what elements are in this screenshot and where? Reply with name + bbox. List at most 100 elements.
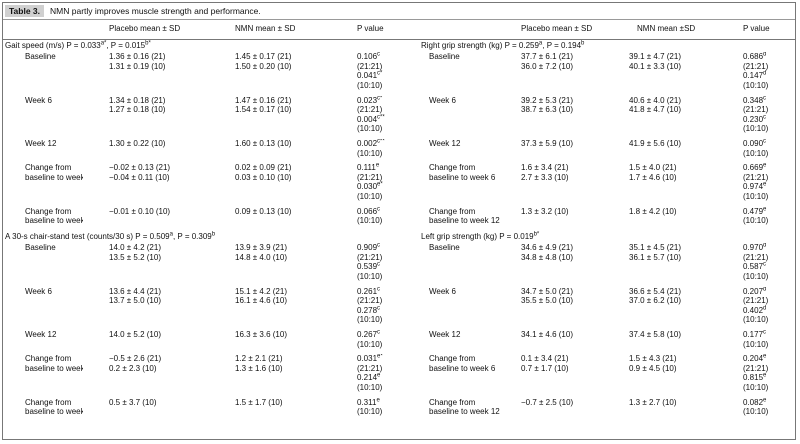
p-value: (10:10) — [357, 339, 383, 349]
nmn-value: 1.50 ± 0.20 (10) — [235, 61, 292, 71]
placebo-value: 37.3 ± 5.9 (10) — [521, 138, 573, 148]
p-value: 0.230 — [743, 114, 764, 124]
placebo-value: 0.5 ± 3.7 (10) — [109, 397, 157, 407]
p-line: 0.815e — [743, 373, 793, 383]
p-value: (10:10) — [357, 216, 383, 226]
nmn-cell: 39.1 ± 4.7 (21) 40.1 ± 3.3 (10) — [627, 52, 741, 95]
p-line: 0.002c** — [357, 139, 417, 149]
p-line: 0.348c — [743, 96, 793, 106]
nmn-value: 0.9 ± 4.5 (10) — [629, 363, 677, 373]
nmn-cell: 1.2 ± 2.1 (21) 1.3 ± 1.6 (10) — [233, 354, 355, 397]
nmn-value: 1.54 ± 0.17 (10) — [235, 105, 292, 115]
placebo-value: 13.6 ± 4.4 (21) — [109, 286, 161, 296]
label-line: baseline to week 6 — [429, 363, 496, 373]
label-line: Week 12 — [429, 330, 461, 340]
p-value: 0.686 — [743, 52, 764, 62]
p-value: 0.267 — [357, 330, 378, 340]
placebo-cell: 0.5 ± 3.7 (10) — [83, 398, 233, 422]
superscript: a — [538, 39, 543, 46]
nmn-cell: 0.02 ± 0.09 (21) 0.03 ± 0.10 (10) — [233, 163, 355, 206]
p-superscript: d — [763, 286, 767, 292]
label-line: Baseline — [25, 52, 56, 62]
p-value: 0.082 — [743, 397, 764, 407]
header-cell — [3, 20, 83, 40]
p-value-cell: 0.909c (21:21) 0.539c (10:10) — [355, 243, 419, 286]
section-heading: Right grip strength (kg) P = 0.259a, P =… — [419, 39, 795, 52]
p-line: 0.230c — [743, 114, 793, 125]
p-line: 0.031e* — [357, 354, 417, 364]
nmn-value: 1.60 ± 0.13 (10) — [235, 138, 292, 148]
header-cell — [419, 20, 519, 40]
p-line: 0.066c — [357, 207, 417, 217]
p-line: 0.004c** — [357, 114, 417, 125]
nmn-value: 16.1 ± 4.6 (10) — [235, 296, 287, 306]
p-value: (21:21) — [357, 172, 383, 182]
nmn-value: 39.1 ± 4.7 (21) — [629, 52, 681, 62]
nmn-value: 16.3 ± 3.6 (10) — [235, 330, 287, 340]
nmn-cell: 1.60 ± 0.13 (10) — [233, 139, 355, 163]
nmn-value: 1.5 ± 4.0 (21) — [629, 163, 677, 173]
p-line: (10:10) — [743, 407, 793, 417]
p-value-cell: 0.970d (21:21) 0.587c (10:10) — [741, 243, 795, 286]
nmn-cell: 15.1 ± 4.2 (21) 16.1 ± 4.6 (10) — [233, 287, 355, 330]
placebo-value: 2.7 ± 3.3 (10) — [521, 172, 569, 182]
placebo-cell: 37.3 ± 5.9 (10) — [519, 139, 627, 163]
p-superscript: c** — [377, 114, 385, 121]
p-superscript: e — [376, 397, 380, 403]
section-heading: Gait speed (m/s) P = 0.033a*, P = 0.015b… — [3, 39, 419, 52]
p-superscript: e — [763, 372, 767, 379]
placebo-cell: −0.7 ± 2.5 (10) — [519, 398, 627, 422]
nmn-cell: 1.5 ± 4.0 (21) 1.7 ± 4.6 (10) — [627, 163, 741, 206]
nmn-cell: 1.45 ± 0.17 (21) 1.50 ± 0.20 (10) — [233, 52, 355, 95]
p-line: 0.267c — [357, 330, 417, 340]
placebo-cell: −0.5 ± 2.6 (21) 0.2 ± 2.3 (10) — [83, 354, 233, 397]
p-value-cell: 0.207d (21:21) 0.402d (10:10) — [741, 287, 795, 330]
p-value: (10:10) — [743, 272, 769, 282]
placebo-cell: 1.36 ± 0.16 (21) 1.31 ± 0.19 (10) — [83, 52, 233, 95]
heading-text: A 30-s chair-stand test (counts/30 s) P … — [5, 231, 170, 241]
p-superscript: e — [763, 181, 767, 188]
nmn-value: 41.8 ± 4.7 (10) — [629, 105, 681, 115]
placebo-cell: 14.0 ± 5.2 (10) — [83, 330, 233, 354]
placebo-value: 1.36 ± 0.16 (21) — [109, 52, 166, 62]
placebo-cell: 1.3 ± 3.2 (10) — [519, 207, 627, 231]
p-line: 0.023c* — [357, 96, 417, 106]
p-value: (21:21) — [357, 296, 383, 306]
placebo-value: 0.7 ± 1.7 (10) — [521, 363, 569, 373]
p-value: 0.970 — [743, 243, 764, 253]
placebo-value: 1.27 ± 0.18 (10) — [109, 105, 166, 115]
p-line: (21:21) — [357, 173, 417, 183]
p-line: 0.030e* — [357, 182, 417, 192]
p-superscript: c — [763, 95, 767, 101]
placebo-value: 1.34 ± 0.18 (21) — [109, 95, 166, 105]
nmn-value: 36.6 ± 5.4 (21) — [629, 286, 681, 296]
p-value-cell: 0.267c (10:10) — [355, 330, 419, 354]
p-value: 0.023 — [357, 95, 378, 105]
p-value: 0.004 — [357, 114, 378, 124]
p-line: (21:21) — [357, 296, 417, 306]
placebo-value: 34.1 ± 4.6 (10) — [521, 330, 573, 340]
placebo-cell: 1.34 ± 0.18 (21) 1.27 ± 0.18 (10) — [83, 96, 233, 139]
placebo-value: 1.31 ± 0.19 (10) — [109, 61, 166, 71]
label-line: baseline to week 12 — [429, 407, 500, 417]
p-value-cell: 0.311e (10:10) — [355, 398, 419, 422]
label-line: baseline to week 12 — [25, 216, 83, 226]
p-value-cell: 0.177c (10:10) — [741, 330, 795, 354]
p-value-cell: 0.261c (21:21) 0.278c (10:10) — [355, 287, 419, 330]
p-superscript: e — [763, 163, 767, 169]
placebo-cell: 37.7 ± 6.1 (21) 36.0 ± 7.2 (10) — [519, 52, 627, 95]
p-value: 0.031 — [357, 354, 378, 364]
label-line: Change from — [429, 163, 476, 173]
nmn-value: 0.09 ± 0.13 (10) — [235, 206, 292, 216]
p-line: 0.261c — [357, 287, 417, 297]
p-line: 0.909c — [357, 243, 417, 253]
nmn-value: 1.5 ± 4.3 (21) — [629, 354, 677, 364]
p-superscript: d — [763, 52, 767, 58]
placebo-value: 14.0 ± 5.2 (10) — [109, 330, 161, 340]
p-line: (10:10) — [357, 124, 417, 134]
p-line: 0.147d — [743, 71, 793, 81]
nmn-cell: 36.6 ± 5.4 (21) 37.0 ± 6.2 (10) — [627, 287, 741, 330]
